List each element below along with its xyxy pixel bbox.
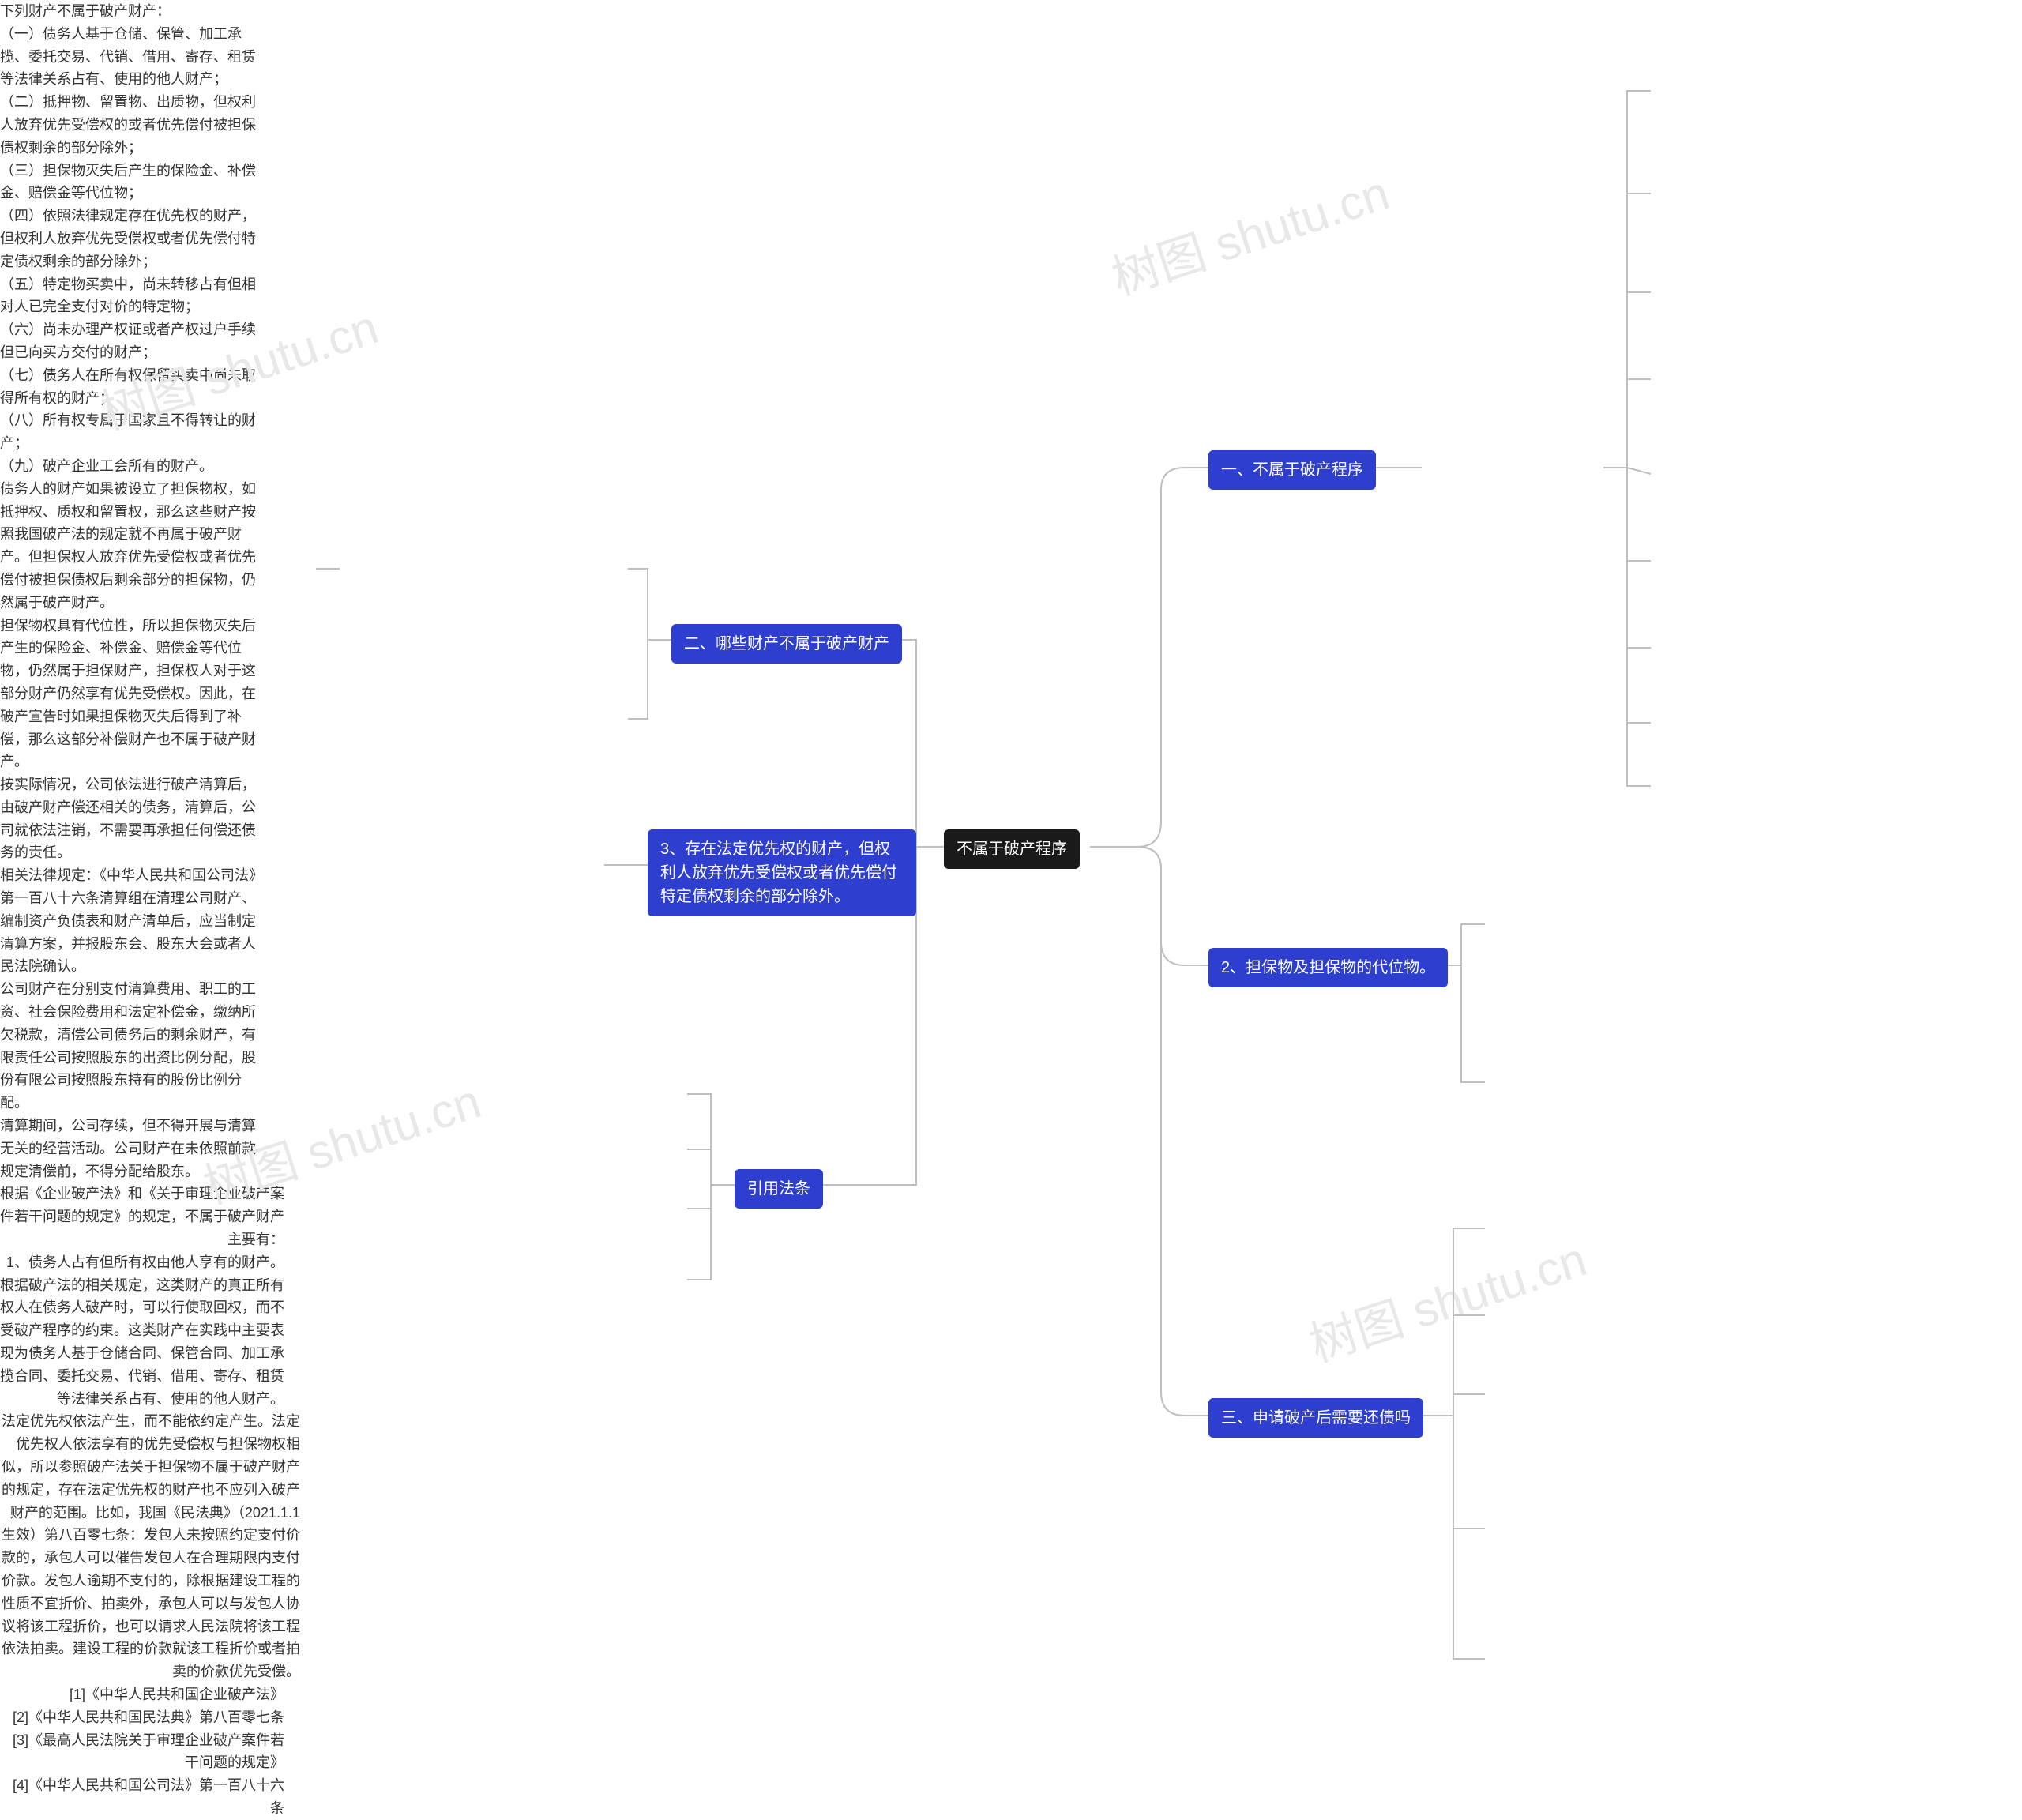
r3-item: 清算期间，公司存续，但不得开展与清算无关的经营活动。公司财产在未依照前款规定清偿… [0, 1115, 269, 1183]
branch-l1: 二、哪些财产不属于破产财产 [671, 624, 902, 664]
r3-item: 按实际情况，公司依法进行破产清算后，由破产财产偿还相关的债务，清算后，公司就依法… [0, 773, 269, 864]
l1-item: 根据破产法的相关规定，这类财产的真正所有权人在债务人破产时，可以行使取回权，而不… [0, 1274, 284, 1411]
branch-l2: 3、存在法定优先权的财产，但权利人放弃优先受偿权或者优先偿付特定债权剩余的部分除… [648, 829, 916, 916]
r1-item: （九）破产企业工会所有的财产。 [0, 455, 269, 478]
l2-detail: 法定优先权依法产生，而不能依约定产生。法定优先权人依法享有的优先受偿权与担保物权… [0, 1410, 300, 1683]
r2-item: 担保物权具有代位性，所以担保物灭失后产生的保险金、补偿金、赔偿金等代位物，仍然属… [0, 615, 269, 774]
watermark: 树图 shutu.cn [1299, 1221, 1594, 1375]
r3-item: 第一百八十六条清算组在清理公司财产、编制资产负债表和财产清单后，应当制定清算方案… [0, 887, 269, 978]
r1-item: （四）依照法律规定存在优先权的财产，但权利人放弃优先受偿权或者优先偿付特定债权剩… [0, 205, 269, 273]
r1-item: （三）担保物灭失后产生的保险金、补偿金、赔偿金等代位物； [0, 160, 269, 205]
r1-item: （八）所有权专属于国家且不得转让的财产； [0, 409, 269, 455]
l3-item: [2]《中华人民共和国民法典》第八百零七条 [0, 1706, 284, 1729]
l3-item: [4]《中华人民共和国公司法》第一百八十六条 [0, 1774, 284, 1820]
watermark: 树图 shutu.cn [1102, 155, 1396, 309]
r1-item: （二）抵押物、留置物、出质物，但权利人放弃优先受偿权的或者优先偿付被担保债权剩余… [0, 91, 269, 159]
r1-item: （六）尚未办理产权证或者产权过户手续但已向买方交付的财产； [0, 318, 269, 364]
branch-r1: 一、不属于破产程序 [1208, 450, 1376, 490]
r1-item: （一）债务人基于仓储、保管、加工承揽、委托交易、代销、借用、寄存、租赁等法律关系… [0, 23, 269, 91]
l1-sub: 1、债务人占有但所有权由他人享有的财产。 [0, 1251, 284, 1274]
r3-item: 公司财产在分别支付清算费用、职工的工资、社会保险费用和法定补偿金，缴纳所欠税款，… [0, 978, 269, 1115]
r1-item: （七）债务人在所有权保留买卖中尚未取得所有权的财产； [0, 364, 269, 410]
r1-header: 下列财产不属于破产财产： [0, 0, 269, 23]
r2-item: 债务人的财产如果被设立了担保物权，如抵押权、质权和留置权，那么这些财产按照我国破… [0, 478, 269, 615]
l3-item: [1]《中华人民共和国企业破产法》 [0, 1683, 284, 1706]
branch-l3: 引用法条 [735, 1169, 823, 1209]
root-node: 不属于破产程序 [944, 829, 1080, 869]
branch-r2: 2、担保物及担保物的代位物。 [1208, 948, 1448, 987]
r3-item: 相关法律规定：《中华人民共和国公司法》 [0, 864, 269, 887]
l3-item: [3]《最高人民法院关于审理企业破产案件若干问题的规定》 [0, 1729, 284, 1775]
r1-item: （五）特定物买卖中，尚未转移占有但相对人已完全支付对价的特定物； [0, 273, 269, 319]
branch-r3: 三、申请破产后需要还债吗 [1208, 1398, 1423, 1438]
l1-item: 根据《企业破产法》和《关于审理企业破产案件若干问题的规定》的规定，不属于破产财产… [0, 1183, 284, 1250]
